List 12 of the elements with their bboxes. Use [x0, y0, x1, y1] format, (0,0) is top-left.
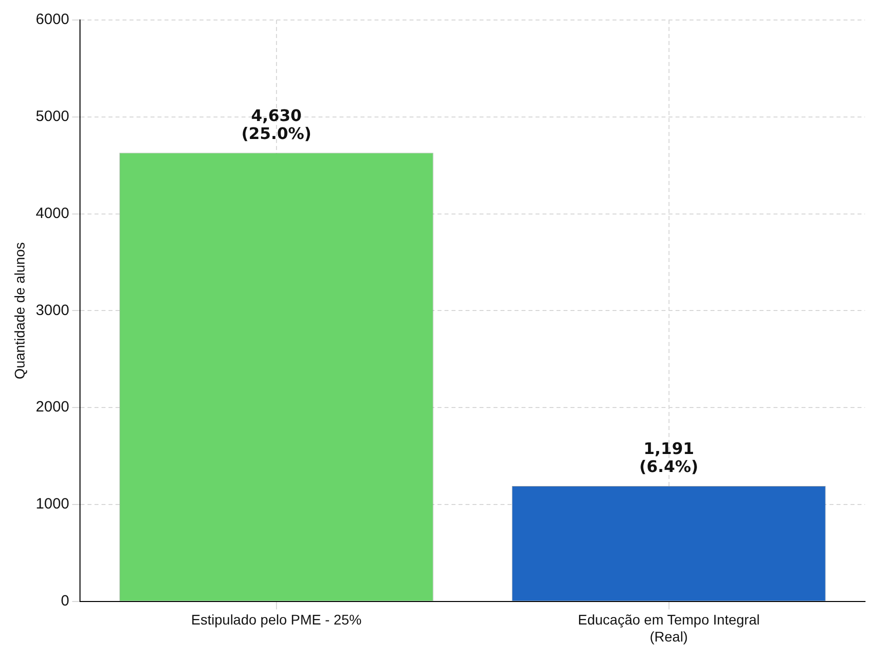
y-tick-label: 4000: [36, 204, 70, 222]
x-tick-label: Educação em Tempo Integral (Real): [578, 612, 760, 644]
data-label: 4,630 (25.0%): [241, 106, 312, 143]
y-tick-label: 5000: [36, 108, 70, 126]
y-axis-title: Quantidade de alunos: [11, 242, 28, 380]
y-tick-label: 1000: [36, 496, 70, 513]
data-label: 1,191 (6.4%): [639, 439, 698, 476]
y-tick-label: 3000: [36, 302, 70, 319]
y-tick-label: 0: [60, 592, 70, 610]
y-tick-label: 2000: [36, 398, 70, 416]
x-tick-label: Estipulado pelo PME - 25%: [191, 612, 362, 628]
y-tick-label: 6000: [36, 11, 70, 28]
